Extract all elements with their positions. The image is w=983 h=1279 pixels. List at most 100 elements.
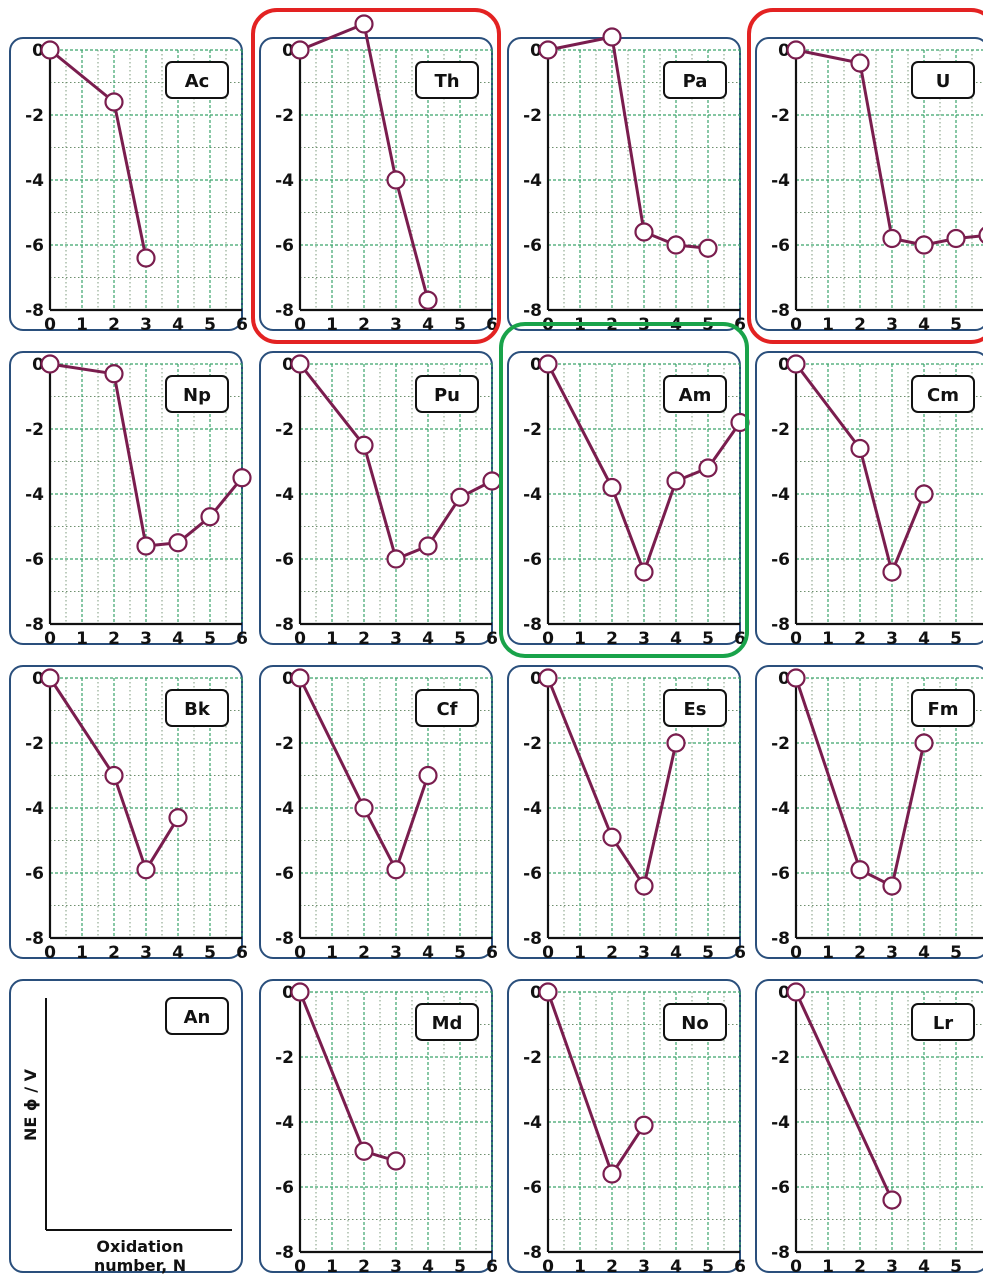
x-tick-label: 4 [422, 315, 434, 335]
data-point [850, 438, 870, 459]
panel-border [507, 351, 741, 645]
series-line [794, 363, 926, 574]
y-tick-label: -2 [523, 106, 542, 126]
x-tick-label: 0 [44, 629, 56, 649]
y-tick-label: -6 [771, 236, 790, 256]
x-tick-label: 0 [790, 629, 802, 649]
legend-xlabel-line2: number, N [94, 1256, 186, 1275]
x-tick-label: 1 [326, 943, 338, 963]
element-label-box [415, 689, 479, 727]
y-tick-label: -4 [523, 171, 542, 191]
x-tick-label: 4 [172, 629, 184, 649]
x-tick-label: 4 [670, 943, 682, 963]
x-tick-label: 0 [542, 1257, 554, 1277]
x-tick-label: 6 [486, 629, 498, 649]
y-tick-label: -4 [523, 485, 542, 505]
data-point [136, 860, 156, 880]
element-label: Md [432, 1013, 463, 1034]
panel-border [755, 979, 983, 1273]
y-tick-label: 0 [32, 41, 44, 61]
x-tick-label: 3 [638, 1257, 650, 1277]
y-tick-label: -2 [771, 734, 790, 754]
data-point [40, 40, 60, 60]
panel-bk: 0-2-4-6-80 1 2 3 4 5 6Bk [9, 665, 248, 963]
y-tick-label: -8 [25, 615, 44, 635]
panel-np: 0-2-4-6-80 1 2 3 4 5 6Np [9, 351, 252, 649]
series-line [794, 991, 894, 1201]
series-line [299, 22, 430, 301]
x-tick-label: 3 [886, 1257, 898, 1277]
data-point [882, 562, 902, 582]
panel-border [259, 665, 493, 959]
y-tick-label: 0 [778, 983, 790, 1003]
panel-pu: 0-2-4-6-80 1 2 3 4 5 6Pu [259, 351, 502, 649]
x-tick-label: 2 [108, 629, 120, 649]
element-label: Pu [434, 385, 460, 406]
data-point [978, 227, 983, 244]
panel-border [259, 37, 493, 331]
x-tick-label: 3 [390, 315, 402, 335]
x-tick-label: 4 [172, 943, 184, 963]
x-tick-label: 3 [390, 1257, 402, 1277]
element-label-box [165, 997, 229, 1035]
x-tick-label: 2 [358, 943, 370, 963]
panel-ac: 0-2-4-6-80 1 2 3 4 5 6Ac [9, 37, 248, 335]
y-tick-label: -2 [275, 734, 294, 754]
x-tick-label: 1 [326, 1257, 338, 1277]
y-tick-label: -2 [771, 106, 790, 126]
panel-u: 0-2-4-6-80123456U [755, 37, 983, 335]
x-tick-label: 1 [822, 943, 834, 963]
series-line [546, 677, 678, 888]
highlight-frame-green-am [499, 322, 749, 658]
x-tick-label: 6 [486, 943, 498, 963]
element-label: Ac [185, 71, 210, 92]
series-line [298, 677, 430, 872]
data-point [666, 471, 686, 491]
x-tick-label: 1 [574, 1257, 586, 1277]
x-tick-label: 5 [702, 943, 714, 963]
panel-md: 0-2-4-6-80 1 2 3 4 5 6Md [259, 979, 498, 1277]
series-line [48, 677, 180, 872]
y-tick-label: -2 [25, 106, 44, 126]
data-point [666, 733, 686, 753]
y-tick-label: -4 [771, 1113, 790, 1133]
y-tick-label: -4 [275, 485, 294, 505]
x-tick-label: 5 [454, 315, 466, 335]
y-tick-label: -6 [275, 864, 294, 884]
x-tick-label: 5 [204, 943, 216, 963]
y-tick-label: -2 [275, 420, 294, 440]
x-tick-label: 1 [76, 315, 88, 335]
data-point [786, 668, 806, 688]
data-point [40, 668, 60, 688]
y-tick-label: -2 [25, 734, 44, 754]
y-tick-label: -8 [275, 615, 294, 635]
x-tick-label: 3 [638, 629, 650, 649]
data-point [136, 536, 156, 556]
data-point [786, 354, 806, 374]
x-tick-label: 2 [606, 943, 618, 963]
data-point [634, 1115, 654, 1135]
element-label: Fm [927, 699, 958, 720]
x-tick-label: 5 [950, 315, 962, 335]
x-tick-label: 2 [854, 629, 866, 649]
data-point [40, 354, 60, 374]
data-point [602, 827, 622, 847]
x-tick-label: 0 [542, 943, 554, 963]
data-point [698, 238, 718, 258]
x-tick-label: 2 [358, 315, 370, 335]
panel-border [9, 37, 243, 331]
y-tick-label: 0 [282, 41, 294, 61]
x-tick-label: 1 [574, 629, 586, 649]
x-tick-label: 0 [294, 629, 306, 649]
panel-th: 0-2-4-6-80 1 2 3 4 5 6Th [259, 14, 498, 335]
y-tick-label: 0 [32, 355, 44, 375]
x-tick-label: 3 [140, 943, 152, 963]
data-point [354, 1141, 374, 1161]
data-point [914, 733, 934, 753]
y-tick-label: -6 [523, 236, 542, 256]
y-tick-label: -6 [523, 864, 542, 884]
data-point [914, 235, 934, 255]
element-label: Am [679, 385, 712, 406]
y-tick-label: 0 [778, 355, 790, 375]
